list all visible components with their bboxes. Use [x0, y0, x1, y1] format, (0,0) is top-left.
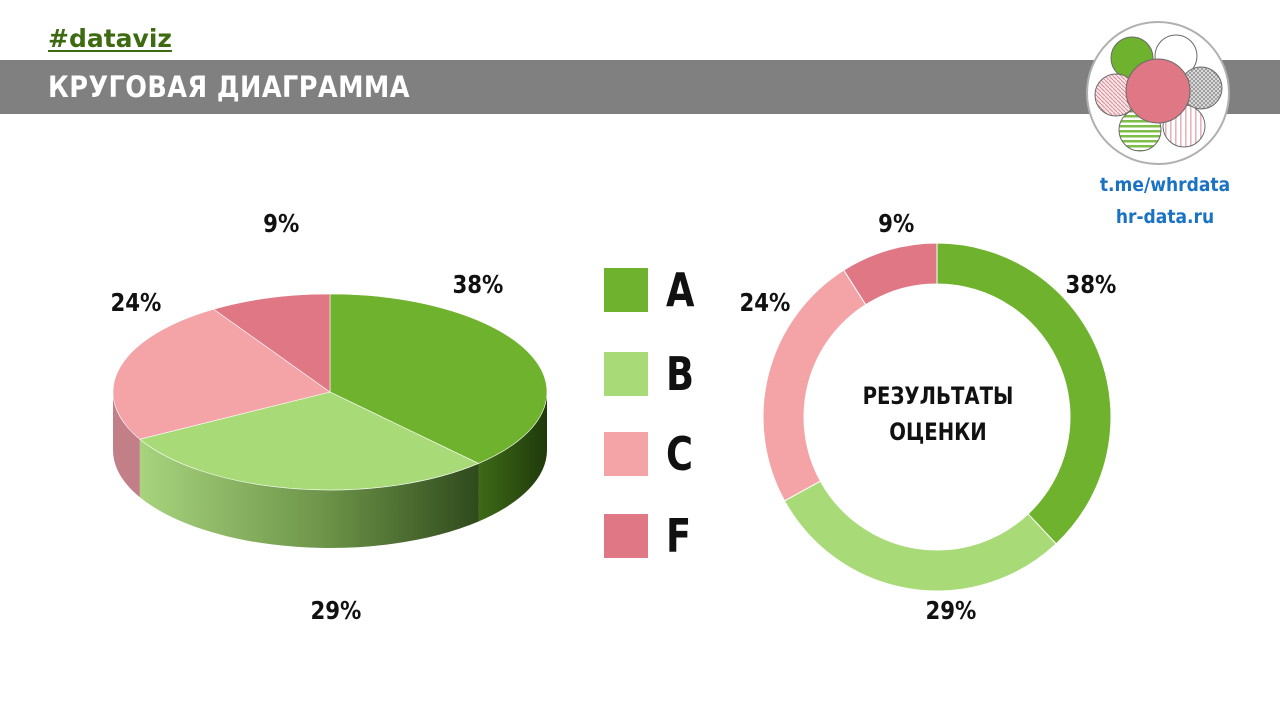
legend-label-b: B — [666, 347, 695, 401]
pie-slice-a — [329, 293, 548, 464]
donut-slice-b — [783, 480, 1057, 592]
donut-label-b: 29% — [925, 596, 977, 625]
title-bar: КРУГОВАЯ ДИАГРАММА — [0, 60, 1280, 114]
flower-circles-logo-icon — [1086, 21, 1230, 165]
telegram-link[interactable]: t.me/whrdata — [1099, 174, 1231, 196]
legend-swatch-a — [604, 268, 648, 312]
donut-label-f: 9% — [878, 209, 915, 238]
pie-side-a — [478, 392, 547, 522]
donut-label-a: 38% — [1065, 270, 1117, 299]
pie-label-b: 29% — [310, 596, 362, 625]
pie-side-c — [113, 392, 140, 498]
pie-label-a: 38% — [452, 270, 504, 299]
legend-swatch-f — [604, 514, 648, 558]
page-title: КРУГОВАЯ ДИАГРАММА — [48, 70, 410, 104]
pie-3d-chart — [112, 293, 548, 548]
donut-center-label: РЕЗУЛЬТАТЫ ОЦЕНКИ — [862, 382, 1014, 446]
legend-label-c: C — [666, 427, 694, 481]
donut-label-c: 24% — [739, 288, 791, 317]
website-link[interactable]: hr-data.ru — [1115, 206, 1215, 228]
pie-slice-b — [139, 391, 480, 491]
pie-label-c: 24% — [110, 288, 162, 317]
pie-slice-c — [112, 308, 331, 440]
legend-swatch-c — [604, 432, 648, 476]
legend-label-a: A — [666, 263, 695, 317]
donut-slice-f — [843, 242, 938, 306]
pie-side-b — [139, 439, 479, 548]
hashtag-label: #dataviz — [48, 24, 172, 53]
legend-swatch-b — [604, 352, 648, 396]
pie-label-f: 9% — [263, 209, 300, 238]
legend-label-f: F — [666, 509, 692, 563]
pie-slice-f — [213, 293, 331, 393]
